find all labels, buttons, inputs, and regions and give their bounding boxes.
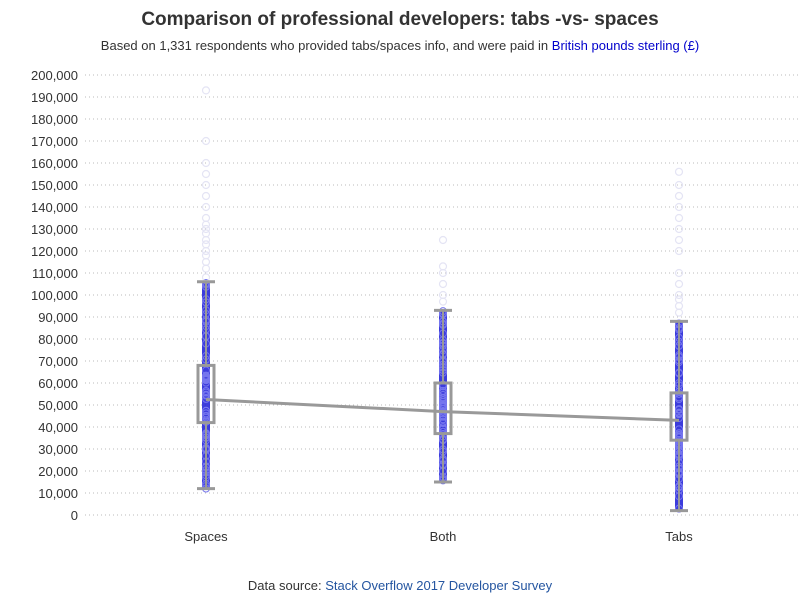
outlier-point [201,224,211,234]
outlier-point [674,167,684,176]
outlier-point [674,246,684,256]
outlier-point [674,301,684,311]
outlier-point [201,191,211,201]
outlier-point [201,86,211,95]
chart-subtitle: Based on 1,331 respondents who provided … [0,38,800,53]
outlier-point [674,295,684,304]
x-tick-label: Both [430,529,457,544]
y-tick-label: 170,000 [31,134,78,149]
point-column [202,281,210,489]
data-point [202,411,210,420]
data-point [202,375,210,384]
data-point [202,366,210,375]
y-tick-label: 200,000 [31,68,78,83]
data-point [675,425,683,434]
outlier-point [201,158,211,168]
y-tick-label: 130,000 [31,222,78,237]
outlier-point [438,235,448,245]
x-tick-label: Tabs [665,529,693,544]
outlier-point [674,224,684,234]
outlier-point [674,308,684,317]
y-tick-label: 190,000 [31,90,78,105]
y-tick-label: 160,000 [31,156,78,171]
y-tick-label: 30,000 [38,442,78,457]
y-tick-label: 10,000 [38,486,78,501]
outlier-point [201,180,211,190]
outlier-point [201,220,211,229]
outlier-point [201,202,211,212]
y-tick-label: 0 [71,508,78,523]
outlier-point [674,180,684,190]
outlier-point [201,251,211,260]
data-point [439,419,447,428]
outlier-point [438,262,448,271]
data-point [202,372,210,381]
iqr-box [196,363,216,425]
iqr-box [433,381,453,436]
outlier-point [438,290,448,300]
data-point [675,405,683,414]
data-point [202,386,210,395]
y-tick-label: 100,000 [31,288,78,303]
outlier-point [438,279,448,289]
data-point [202,406,210,415]
data-point [439,424,447,433]
y-tick-label: 150,000 [31,178,78,193]
source-link[interactable]: Stack Overflow 2017 Developer Survey [325,578,553,593]
source-label: Data source: [247,578,326,593]
outlier-point [674,268,684,278]
y-tick-label: 120,000 [31,244,78,259]
y-tick-label: 110,000 [32,266,78,281]
outlier-point [201,257,211,267]
x-tick-label: Spaces [184,529,228,544]
mean-line [205,398,680,422]
outlier-point [674,235,684,245]
outlier-point [674,279,684,289]
y-tick-label: 40,000 [38,420,78,435]
y-tick-label: 80,000 [38,332,78,347]
y-tick-label: 180,000 [31,112,78,127]
outlier-point [201,213,211,223]
subtitle-text: Based on 1,331 respondents who provided … [100,38,552,53]
data-point [202,390,210,399]
outlier-point [674,202,684,212]
y-tick-label: 50,000 [38,398,78,413]
data-point [675,429,683,438]
y-tick-label: 60,000 [38,376,78,391]
y-tick-label: 140,000 [31,200,78,215]
data-point [675,410,683,419]
outlier-point [201,136,211,146]
data-point [439,395,447,404]
outlier-point [438,297,448,306]
outlier-point [201,235,211,245]
outlier-point [674,213,684,223]
iqr-box [669,391,689,442]
subtitle-currency: British pounds sterling (£) [551,38,700,53]
data-point [439,401,447,410]
outlier-point [674,191,684,201]
y-tick-label: 70,000 [38,354,78,369]
y-tick-label: 20,000 [38,464,78,479]
data-point [675,414,683,423]
outlier-point [201,169,211,179]
outlier-point [201,229,211,238]
outlier-point [201,264,211,273]
data-source: Data source: Stack Overflow 2017 Develop… [0,578,800,593]
y-tick-label: 90,000 [38,310,78,325]
chart-title: Comparison of professional developers: t… [141,9,659,30]
data-point [439,415,447,424]
outlier-point [201,240,211,249]
outlier-point [674,290,684,300]
